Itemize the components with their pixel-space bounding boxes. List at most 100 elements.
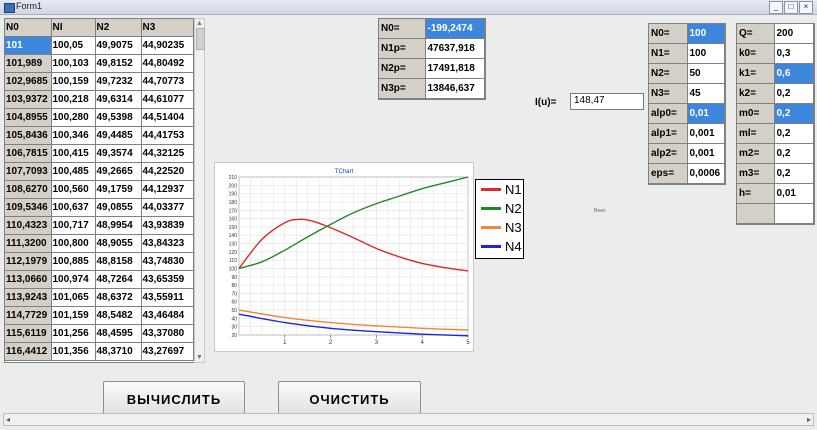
table-row[interactable]: 112,1979 100,885 48,8158 43,74830 [5,252,194,271]
table-cell[interactable]: 44,32125 [141,144,194,163]
table-cell[interactable]: 100,800 [51,234,96,253]
table-cell[interactable]: 49,9075 [95,36,142,55]
param-value[interactable]: 0,2 [774,123,814,144]
table-cell[interactable]: 44,41753 [141,126,194,145]
param-value[interactable]: 0,6 [774,63,814,84]
table-cell[interactable]: 49,7232 [95,72,142,91]
param-row[interactable]: m2= 0,2 [737,143,814,164]
param-row[interactable]: N0= 100 [649,24,725,44]
table-cell[interactable]: 48,6372 [95,288,142,307]
table-cell[interactable]: 43,46484 [141,306,194,325]
param-value[interactable]: 17491,818 [425,58,485,79]
table-cell[interactable]: 100,485 [51,162,96,181]
param-row[interactable]: N3= 45 [649,83,725,104]
table-cell[interactable]: 100,280 [51,108,96,127]
table-row[interactable]: 103,9372 100,218 49,6314 44,61077 [5,90,194,109]
table-cell[interactable]: 43,65359 [141,270,194,289]
table-row[interactable]: 102,9685 100,159 49,7232 44,70773 [5,72,194,91]
table-row[interactable]: 113,0660 100,974 48,7264 43,65359 [5,270,194,289]
table-cell[interactable]: 101,356 [51,342,96,361]
table-cell[interactable]: 104,8955 [5,108,52,127]
table-cell[interactable]: 100,637 [51,198,96,217]
param-value[interactable]: 45 [687,83,725,104]
clear-button[interactable]: ОЧИСТИТЬ [278,381,421,418]
table-cell[interactable]: 49,2665 [95,162,142,181]
table-row[interactable]: 105,8436 100,346 49,4485 44,41753 [5,126,194,145]
iu-field[interactable]: 148,47 [570,93,644,110]
param-row[interactable]: k1= 0,6 [737,63,814,84]
minimize-button[interactable]: _ [769,1,783,14]
table-row[interactable]: 114,7729 101,159 48,5482 43,46484 [5,306,194,325]
table-cell[interactable]: 116,4412 [5,342,52,361]
table-cell[interactable]: 101,159 [51,306,96,325]
params-n-panel[interactable]: N0= 100 N1= 100 N2= 50 N3= 45 [648,23,726,105]
table-row[interactable]: 108,6270 100,560 49,1759 44,12937 [5,180,194,199]
param-row[interactable]: N1p= 47637,918 [379,38,485,59]
close-button[interactable]: × [799,1,813,14]
param-value[interactable]: 13846,637 [425,78,485,99]
table-cell[interactable]: 49,3574 [95,144,142,163]
param-row[interactable]: alp0= 0,01 [649,104,725,124]
table-cell[interactable]: 44,90235 [141,36,194,55]
table-cell[interactable]: 43,27697 [141,342,194,361]
param-value[interactable]: 0,2 [774,143,814,164]
table-cell[interactable]: 49,0855 [95,198,142,217]
table-cell[interactable]: 48,9954 [95,216,142,235]
table-cell[interactable]: 113,0660 [5,270,52,289]
table-cell[interactable]: 110,4323 [5,216,52,235]
table-cell[interactable]: 100,974 [51,270,96,289]
table-row[interactable]: 101 100,05 49,9075 44,90235 [5,36,194,55]
table-cell[interactable]: 100,560 [51,180,96,199]
table-cell[interactable]: 101,989 [5,54,52,73]
table-cell[interactable]: 107,7093 [5,162,52,181]
table-row[interactable]: 109,5346 100,637 49,0855 44,03377 [5,198,194,217]
table-cell[interactable]: 48,3710 [95,342,142,361]
table-cell[interactable]: 48,7264 [95,270,142,289]
table-row[interactable]: 113,9243 101,065 48,6372 43,55911 [5,288,194,307]
table-cell[interactable]: 105,8436 [5,126,52,145]
table-cell[interactable]: 43,55911 [141,288,194,307]
param-row[interactable]: m3= 0,2 [737,163,814,184]
table-cell[interactable]: 106,7815 [5,144,52,163]
table-cell[interactable]: 115,6119 [5,324,52,343]
param-row[interactable]: k2= 0,2 [737,83,814,104]
scroll-up-icon[interactable]: ▲ [196,20,203,27]
param-row[interactable]: alp2= 0,001 [649,143,725,164]
param-row[interactable]: N3p= 13846,637 [379,78,485,99]
table-row[interactable]: 110,4323 100,717 48,9954 43,93839 [5,216,194,235]
param-row[interactable]: eps= 0,0006 [649,163,725,184]
table-cell[interactable]: 43,74830 [141,252,194,271]
table-cell[interactable]: 113,9243 [5,288,52,307]
param-row[interactable]: N2= 50 [649,63,725,84]
param-value[interactable]: 0,2 [774,163,814,184]
table-cell[interactable]: 49,8152 [95,54,142,73]
horizontal-scrollbar[interactable]: ◂ ▸ [3,413,814,426]
table-cell[interactable]: 100,885 [51,252,96,271]
param-value[interactable]: -199,2474 [425,19,485,39]
param-row[interactable]: ml= 0,2 [737,123,814,144]
table-cell[interactable]: 100,05 [51,36,96,55]
table-row[interactable]: 116,4412 101,356 48,3710 43,27697 [5,342,194,361]
table-cell[interactable]: 43,37080 [141,324,194,343]
grid-vertical-scrollbar[interactable]: ▲ ▼ [194,18,205,363]
table-cell[interactable]: 48,4595 [95,324,142,343]
param-value[interactable]: 200 [774,24,814,44]
param-value[interactable]: 0,0006 [687,163,725,184]
table-cell[interactable]: 48,8158 [95,252,142,271]
maximize-button[interactable]: □ [784,1,798,14]
param-value[interactable]: 0,01 [774,183,814,204]
table-cell[interactable]: 43,84323 [141,234,194,253]
table-cell[interactable]: 101,256 [51,324,96,343]
table-cell[interactable]: 44,80492 [141,54,194,73]
param-row[interactable]: m0= 0,2 [737,104,814,124]
table-cell[interactable]: 109,5346 [5,198,52,217]
table-cell[interactable]: 48,5482 [95,306,142,325]
table-cell[interactable]: 44,03377 [141,198,194,217]
table-cell[interactable]: 114,7729 [5,306,52,325]
param-value[interactable]: 100 [687,24,725,44]
param-value[interactable]: 50 [687,63,725,84]
scroll-thumb[interactable] [196,28,205,50]
table-cell[interactable]: 48,9055 [95,234,142,253]
param-row[interactable]: Q= 200 [737,24,814,44]
table-cell[interactable]: 49,5398 [95,108,142,127]
